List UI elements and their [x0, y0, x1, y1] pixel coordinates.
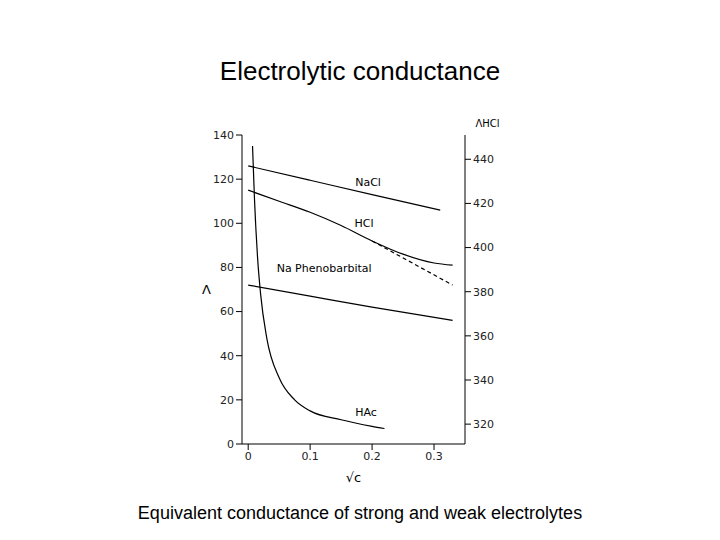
svg-text:HCl: HCl [355, 217, 374, 230]
svg-text:0.3: 0.3 [425, 450, 443, 463]
svg-text:√c: √c [346, 470, 361, 485]
svg-text:0.1: 0.1 [301, 450, 319, 463]
svg-text:360: 360 [473, 330, 494, 343]
svg-text:320: 320 [473, 418, 494, 431]
svg-text:380: 380 [473, 286, 494, 299]
svg-text:40: 40 [220, 350, 234, 363]
svg-text:HAc: HAc [355, 406, 377, 419]
svg-text:120: 120 [213, 173, 234, 186]
svg-text:0: 0 [245, 450, 252, 463]
svg-text:NaCl: NaCl [355, 176, 381, 189]
svg-text:20: 20 [220, 394, 234, 407]
svg-text:Na Phenobarbital: Na Phenobarbital [277, 262, 372, 275]
svg-text:440: 440 [473, 153, 494, 166]
svg-text:400: 400 [473, 241, 494, 254]
svg-text:0.2: 0.2 [363, 450, 381, 463]
html-text:Electrolytic conductance: Electrolytic conductance [219, 56, 501, 86]
svg-text:100: 100 [213, 217, 234, 230]
svg-text:0: 0 [227, 438, 234, 451]
svg-text:60: 60 [220, 305, 234, 318]
svg-text:420: 420 [473, 197, 494, 210]
svg-text:340: 340 [473, 374, 494, 387]
svg-text:140: 140 [213, 129, 234, 142]
svg-text:80: 80 [220, 261, 234, 274]
svg-text:Λ: Λ [202, 282, 211, 297]
html-text:Equivalent conductance of stro: Equivalent conductance of strong and wea… [137, 503, 583, 523]
svg-text:ΛHCl: ΛHCl [475, 118, 499, 129]
